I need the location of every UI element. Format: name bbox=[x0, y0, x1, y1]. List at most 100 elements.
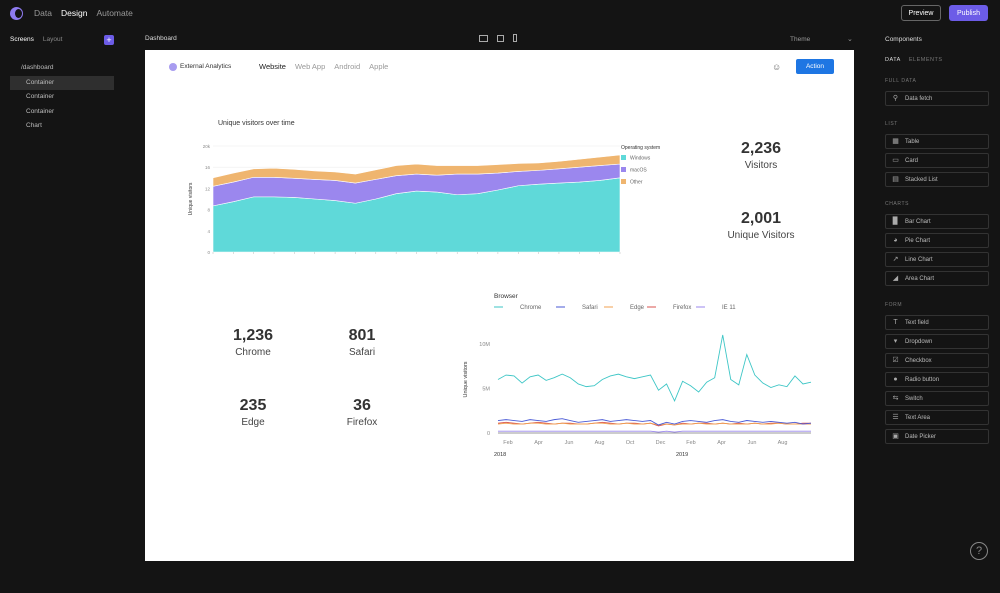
line-chart-icon: ↗ bbox=[892, 256, 899, 263]
x-tick-label: Oct bbox=[626, 440, 635, 446]
tree-item-container[interactable]: Container bbox=[26, 107, 55, 115]
legend-label: Safari bbox=[582, 305, 598, 311]
component-line-chart[interactable]: ↗ Line Chart bbox=[885, 252, 989, 267]
legend-label: Other bbox=[630, 180, 643, 186]
x-tick-label: Apr bbox=[717, 440, 726, 446]
component-text-field[interactable]: T Text field bbox=[885, 315, 989, 330]
text-area-icon: ☰ bbox=[892, 414, 899, 421]
desktop-icon[interactable] bbox=[479, 35, 488, 42]
pie-chart-icon: ◕ bbox=[893, 237, 898, 244]
component-switch[interactable]: ⇆ Switch bbox=[885, 391, 989, 406]
add-screen-button[interactable]: + bbox=[104, 35, 114, 45]
component-date-picker[interactable]: ▣ Date Picker bbox=[885, 429, 989, 444]
stat-value: 2,236 bbox=[740, 140, 782, 157]
stat-edge: 235 Edge bbox=[213, 397, 293, 428]
area-chart[interactable]: 20k 16 12 8 4 0 Unique visitors Operating syste… bbox=[185, 138, 670, 270]
help-icon[interactable]: ? bbox=[970, 542, 988, 560]
line-series-chrome bbox=[497, 334, 812, 403]
components-tabs: DATA ELEMENTS bbox=[885, 57, 943, 63]
legend-label: Edge bbox=[630, 305, 645, 311]
screen-title: Dashboard bbox=[145, 35, 177, 42]
app-header: External Analytics Website Web App Andro… bbox=[145, 50, 854, 84]
tab-android[interactable]: Android bbox=[334, 62, 361, 71]
tab-data[interactable]: DATA bbox=[885, 57, 901, 63]
tree-item-dashboard[interactable]: /dashboard bbox=[21, 64, 54, 71]
nav-data[interactable]: Data bbox=[34, 8, 52, 18]
component-label: Switch bbox=[905, 395, 923, 402]
component-pie-chart[interactable]: ◕ Pie Chart bbox=[885, 233, 989, 248]
component-stacked-list[interactable]: ▤ Stacked List bbox=[885, 172, 989, 187]
legend-title: Operating system bbox=[621, 145, 660, 151]
table-icon: ▦ bbox=[892, 138, 899, 145]
component-table[interactable]: ▦ Table bbox=[885, 134, 989, 149]
preview-button[interactable]: Preview bbox=[901, 5, 941, 21]
tree-item-chart[interactable]: Chart bbox=[26, 122, 42, 129]
top-nav: Data Design Automate bbox=[34, 8, 133, 18]
x-tick-label: Jun bbox=[748, 440, 757, 446]
screen-tree: /dashboard Container Container Container… bbox=[10, 61, 114, 134]
legend-swatch bbox=[621, 179, 626, 184]
component-label: Table bbox=[905, 138, 920, 145]
theme-select[interactable]: Theme bbox=[790, 36, 811, 43]
legend-swatch bbox=[621, 167, 626, 172]
switch-icon: ⇆ bbox=[892, 395, 899, 402]
nav-design[interactable]: Design bbox=[60, 8, 88, 18]
component-bar-chart[interactable]: ▉ Bar Chart bbox=[885, 214, 989, 229]
stat-label: Edge bbox=[241, 417, 265, 428]
component-radio-button[interactable]: ● Radio button bbox=[885, 372, 989, 387]
component-label: Stacked List bbox=[905, 176, 938, 183]
component-label: Bar Chart bbox=[905, 218, 931, 225]
component-label: Checkbox bbox=[905, 357, 932, 364]
component-label: Pie Chart bbox=[905, 237, 931, 244]
section-form: FORM bbox=[885, 302, 903, 308]
tab-apple[interactable]: Apple bbox=[369, 62, 389, 71]
app-logo-icon[interactable] bbox=[10, 7, 23, 20]
tab-web-app[interactable]: Web App bbox=[294, 62, 326, 71]
x-tick-label: Dec bbox=[656, 440, 666, 446]
radio-icon: ● bbox=[893, 376, 898, 383]
components-title: Components bbox=[885, 36, 922, 43]
chevron-down-icon[interactable]: ⌄ bbox=[847, 36, 853, 43]
tab-screens[interactable]: Screens bbox=[10, 36, 34, 43]
add-user-icon[interactable]: ☺ bbox=[772, 62, 782, 72]
list-icon: ▤ bbox=[892, 176, 899, 183]
components-panel: Components DATA ELEMENTS FULL DATA ⚲ Data… bbox=[876, 27, 1000, 593]
component-dropdown[interactable]: ▾ Dropdown bbox=[885, 334, 989, 349]
component-card[interactable]: ▭ Card bbox=[885, 153, 989, 168]
y-tick-label: 0 bbox=[207, 250, 210, 255]
tab-elements[interactable]: ELEMENTS bbox=[908, 57, 943, 63]
stat-value: 801 bbox=[348, 327, 376, 344]
section-full-data: FULL DATA bbox=[885, 78, 917, 84]
x-tick-label: Feb bbox=[503, 440, 512, 446]
component-label: Line Chart bbox=[905, 256, 933, 263]
legend-swatch bbox=[621, 155, 626, 160]
left-panel-tabs: Screens Layout bbox=[10, 36, 62, 43]
action-button[interactable]: Action bbox=[796, 59, 834, 74]
bar-chart-icon: ▉ bbox=[892, 218, 899, 225]
stat-label: Safari bbox=[348, 347, 376, 358]
y-tick-label: 12 bbox=[205, 186, 211, 191]
tab-layout[interactable]: Layout bbox=[42, 36, 63, 43]
component-area-chart[interactable]: ◢ Area Chart bbox=[885, 271, 989, 286]
publish-button[interactable]: Publish bbox=[949, 5, 988, 21]
component-data-fetch[interactable]: ⚲ Data fetch bbox=[885, 91, 989, 106]
section-list: LIST bbox=[885, 121, 898, 127]
tree-item-container[interactable]: Container bbox=[26, 93, 55, 100]
component-checkbox[interactable]: ☑ Checkbox bbox=[885, 353, 989, 368]
component-text-area[interactable]: ☰ Text Area bbox=[885, 410, 989, 425]
nav-automate[interactable]: Automate bbox=[96, 8, 133, 18]
stat-label: Firefox bbox=[346, 417, 378, 428]
legend-label: IE 11 bbox=[722, 305, 736, 311]
stat-chrome: 1,236 Chrome bbox=[213, 327, 293, 358]
component-label: Data fetch bbox=[905, 95, 933, 102]
legend-label: macOS bbox=[630, 168, 647, 174]
tree-item-container[interactable]: Container bbox=[10, 75, 114, 90]
component-label: Text Area bbox=[905, 414, 931, 421]
mobile-icon[interactable] bbox=[513, 34, 517, 42]
tab-website[interactable]: Website bbox=[259, 62, 286, 71]
year-label: 2018 bbox=[494, 452, 506, 458]
stat-value: 1,236 bbox=[232, 327, 274, 344]
card-icon: ▭ bbox=[892, 157, 899, 164]
tablet-icon[interactable] bbox=[497, 35, 504, 42]
